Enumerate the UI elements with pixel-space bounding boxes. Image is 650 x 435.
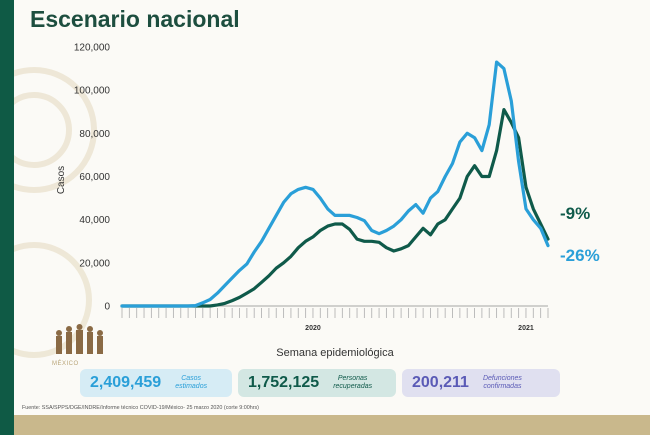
deaths-value: 200,211: [412, 374, 469, 391]
footer-bar: [14, 415, 650, 435]
stat-card-recovered: 1,752,125 Personas recuperadas: [238, 369, 396, 397]
recovered-change-label: -9%: [560, 204, 591, 223]
source-note: Fuente: SSA/SPPS/DGE/INDRE/Informe técni…: [22, 405, 259, 411]
y-tick-label: 60,000: [79, 172, 110, 183]
year-label: 2020: [305, 325, 321, 332]
accent-bar: [0, 0, 14, 435]
cases-value: 2,409,459: [90, 374, 162, 391]
background-pattern: [14, 67, 97, 358]
y-tick-label: 20,000: [79, 258, 110, 269]
y-tick-label: 120,000: [74, 43, 111, 54]
y-tick-label: 80,000: [79, 129, 110, 140]
cases-change-label: -26%: [560, 246, 600, 265]
logo-text: MÉXICO: [52, 361, 79, 367]
stat-card-cases: 2,409,459 Casos estimados: [80, 369, 232, 397]
recovered-value: 1,752,125: [248, 374, 320, 391]
y-tick-label: 40,000: [79, 215, 110, 226]
cases-label: Casos estimados: [175, 375, 208, 390]
page-title: Escenario nacional: [30, 6, 240, 32]
recovered-label: Personas recuperadas: [333, 375, 373, 390]
y-tick-label: 100,000: [74, 86, 111, 97]
y-axis-title: Casos: [56, 166, 67, 194]
year-label: 2021: [518, 325, 534, 332]
cases-series-line: [120, 60, 550, 308]
stat-card-deaths: 200,211 Defunciones confirmadas: [402, 369, 560, 397]
mexico-logo: [56, 324, 103, 354]
y-tick-label: 0: [104, 302, 110, 313]
x-axis-title: Semana epidemiológica: [276, 347, 394, 359]
deaths-label: Defunciones confirmadas: [482, 375, 522, 390]
